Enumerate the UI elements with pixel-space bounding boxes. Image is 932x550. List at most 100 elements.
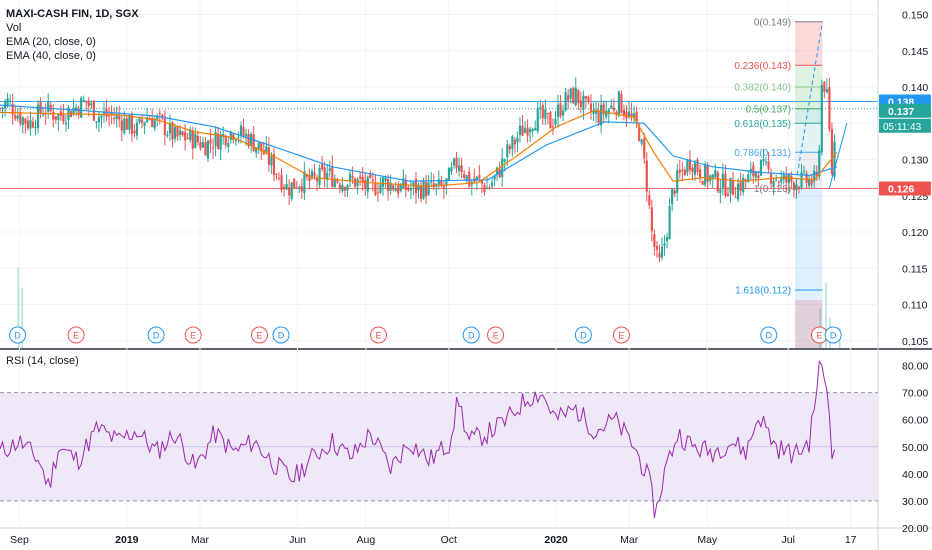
candle-body <box>678 169 681 173</box>
fib-level-label: 0.786(0.131) <box>734 148 791 159</box>
candle-body <box>194 133 197 148</box>
candle-body <box>219 134 222 150</box>
candle-body <box>653 234 656 247</box>
candle-body <box>561 110 565 116</box>
candle-body <box>830 128 834 174</box>
candle-body <box>610 105 613 109</box>
candle-body <box>764 161 768 163</box>
candle-body <box>277 178 281 180</box>
candle-body <box>11 103 14 115</box>
candle-body <box>521 125 524 136</box>
candle-body <box>665 236 669 242</box>
candle-body <box>107 115 111 117</box>
fib-level-label: 0.236(0.143) <box>734 61 791 72</box>
candle-body <box>577 89 580 103</box>
candle-body <box>305 174 309 177</box>
candle-body <box>272 154 276 176</box>
dividend-marker <box>574 326 592 344</box>
candle-body <box>181 131 184 136</box>
price-axis-tick: 0.140 <box>902 82 928 94</box>
rsi-axis-tick: 30.00 <box>902 496 928 508</box>
candle-body <box>379 184 382 193</box>
candle-body <box>681 169 684 171</box>
candle-body <box>731 180 735 195</box>
event-marker-label: E <box>493 331 499 341</box>
candle-body <box>229 131 232 140</box>
candle-body <box>658 253 661 258</box>
candle-body <box>724 173 727 196</box>
candle-body <box>133 130 136 134</box>
candle-body <box>90 103 93 106</box>
candle-body <box>782 174 785 180</box>
candle-body <box>26 120 30 128</box>
candle-body <box>734 196 737 198</box>
candle-body <box>394 188 397 192</box>
candle-body <box>597 111 600 124</box>
candle-body <box>490 182 494 187</box>
candle-body <box>295 187 298 189</box>
candle-body <box>754 171 757 178</box>
candle-body <box>584 96 588 99</box>
candle-body <box>123 118 126 133</box>
current-price-box <box>879 103 931 118</box>
legend-ema40[interactable]: EMA (40, close, 0) <box>6 50 96 62</box>
rsi-legend[interactable]: RSI (14, close) <box>6 355 79 367</box>
price-axis-tick: 0.110 <box>902 300 928 312</box>
candle-body <box>447 168 451 181</box>
candle-body <box>622 110 626 115</box>
candle-body <box>29 119 32 129</box>
candle-body <box>706 165 709 183</box>
candle-body <box>633 113 636 118</box>
legend-ema20[interactable]: EMA (20, close, 0) <box>6 36 96 48</box>
candle-body <box>184 132 187 141</box>
candle-body <box>267 147 270 165</box>
candle-body <box>105 109 108 117</box>
legend-vol[interactable]: Vol <box>6 22 22 34</box>
event-marker-label: E <box>816 331 822 341</box>
ema40-line <box>0 104 838 182</box>
time-axis-tick: Mar <box>191 534 210 546</box>
candle-body <box>825 89 828 93</box>
time-axis-tick: 17 <box>845 534 857 546</box>
rsi-axis-tick: 60.00 <box>902 415 928 427</box>
current-price-label: 0.137 <box>888 106 914 118</box>
candle-body <box>153 119 156 129</box>
candle-body <box>615 111 618 115</box>
candle-body <box>818 150 821 176</box>
candle-body <box>772 180 775 186</box>
candle-body <box>356 179 359 186</box>
event-marker-label: D <box>153 331 160 341</box>
fib-zone <box>795 21 823 66</box>
legend-symbol-title[interactable]: MAXI-CASH FIN, 1D, SGX <box>6 8 139 20</box>
candle-body <box>452 158 456 166</box>
candle-body <box>549 112 552 129</box>
price-axis-tick: 0.130 <box>902 155 928 167</box>
rsi-axis-tick: 50.00 <box>902 442 928 454</box>
candle-body <box>348 173 352 182</box>
candle-body <box>648 195 651 206</box>
candle-body <box>285 183 288 190</box>
candle-body <box>128 115 131 130</box>
candle-body <box>189 129 192 140</box>
candle-body <box>92 100 95 121</box>
candle-body <box>163 116 166 136</box>
candle-body <box>321 164 324 170</box>
candle-body <box>293 178 296 189</box>
candle-body <box>371 179 374 182</box>
candle-body <box>135 122 139 136</box>
candle-body <box>465 175 468 181</box>
fib-level-label: 0.5(0.137) <box>745 104 791 115</box>
candle-body <box>280 174 283 191</box>
candle-body <box>151 118 154 128</box>
candle-body <box>313 172 316 177</box>
candle-body <box>74 107 78 111</box>
candle-body <box>239 125 243 136</box>
candle-body <box>660 246 664 258</box>
candle-body <box>668 206 671 240</box>
candle-body <box>265 146 268 153</box>
candle-body <box>480 180 484 184</box>
candle-body <box>85 100 88 103</box>
candle-body <box>607 109 610 115</box>
chart-legend: MAXI-CASH FIN, 1D, SGX Vol EMA (20, clos… <box>6 7 139 63</box>
